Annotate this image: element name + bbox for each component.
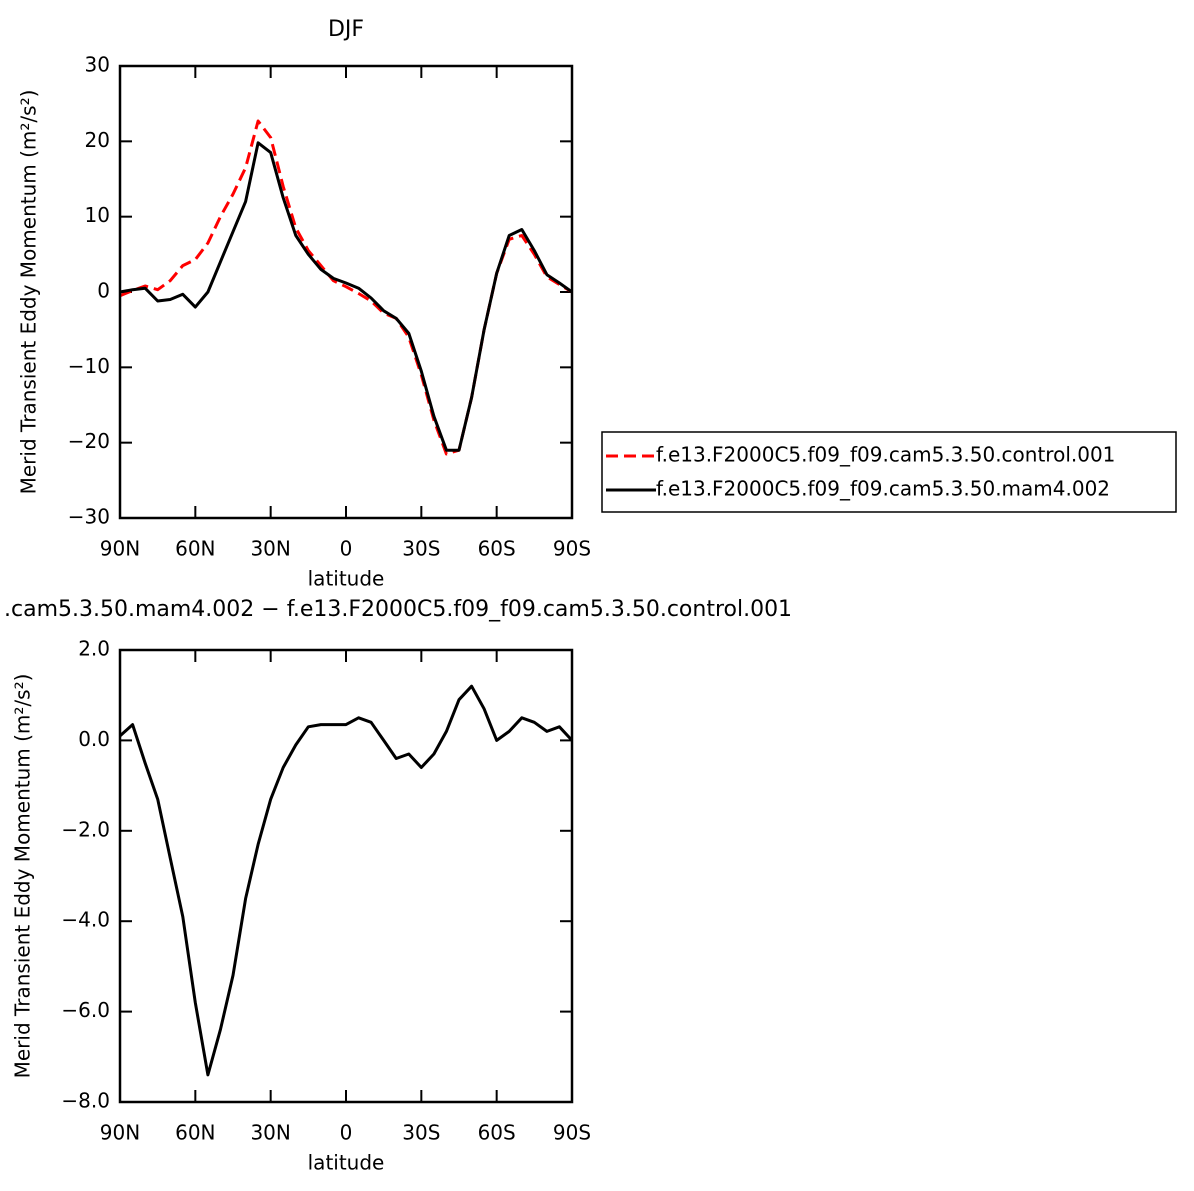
x-tick-label: 60N (175, 1121, 215, 1145)
x-tick-label: 30S (402, 537, 440, 561)
x-axis-label: latitude (308, 567, 385, 591)
x-tick-label: 90S (553, 537, 591, 561)
x-tick-label: 60S (478, 537, 516, 561)
y-tick-label: −8.0 (61, 1089, 110, 1113)
y-axis-label: Merid Transient Eddy Momentum (m²/s²) (11, 674, 35, 1079)
y-tick-label: −4.0 (61, 908, 110, 932)
legend-label: f.e13.F2000C5.f09_f09.cam5.3.50.control.… (656, 443, 1115, 467)
chart-title: DJF (328, 17, 364, 42)
y-axis-label: Merid Transient Eddy Momentum (m²/s²) (17, 90, 41, 495)
series-line (118, 684, 574, 1077)
x-tick-label: 90S (553, 1121, 591, 1145)
x-tick-label: 30N (250, 537, 290, 561)
y-tick-label: 0 (97, 279, 110, 303)
plot-frame (118, 648, 574, 1104)
x-tick-label: 90N (100, 1121, 140, 1145)
series-line (119, 141, 573, 452)
x-tick-label: 30N (250, 1121, 290, 1145)
y-tick-label: 10 (85, 203, 110, 227)
y-tick-label: −2.0 (61, 817, 110, 841)
x-tick-label: 60N (175, 537, 215, 561)
legend-label: f.e13.F2000C5.f09_f09.cam5.3.50.mam4.002 (656, 477, 1110, 501)
x-tick-label: 0 (340, 537, 353, 561)
y-tick-label: 20 (85, 128, 110, 152)
y-tick-label: 30 (85, 53, 110, 77)
x-tick-label: 0 (340, 1121, 353, 1145)
x-tick-label: 60S (478, 1121, 516, 1145)
y-tick-label: −30 (68, 505, 110, 529)
y-tick-label: −20 (68, 429, 110, 453)
legend-box (601, 431, 1177, 513)
plot-frame (118, 64, 574, 520)
y-tick-label: 2.0 (78, 637, 110, 661)
x-tick-label: 30S (402, 1121, 440, 1145)
series-line (119, 119, 573, 456)
y-tick-label: −6.0 (61, 998, 110, 1022)
y-tick-label: −10 (68, 354, 110, 378)
chart-title: .cam5.3.50.mam4.002 − f.e13.F2000C5.f09_… (4, 597, 792, 622)
y-tick-label: 0.0 (78, 727, 110, 751)
x-tick-label: 90N (100, 537, 140, 561)
x-axis-label: latitude (308, 1151, 385, 1175)
